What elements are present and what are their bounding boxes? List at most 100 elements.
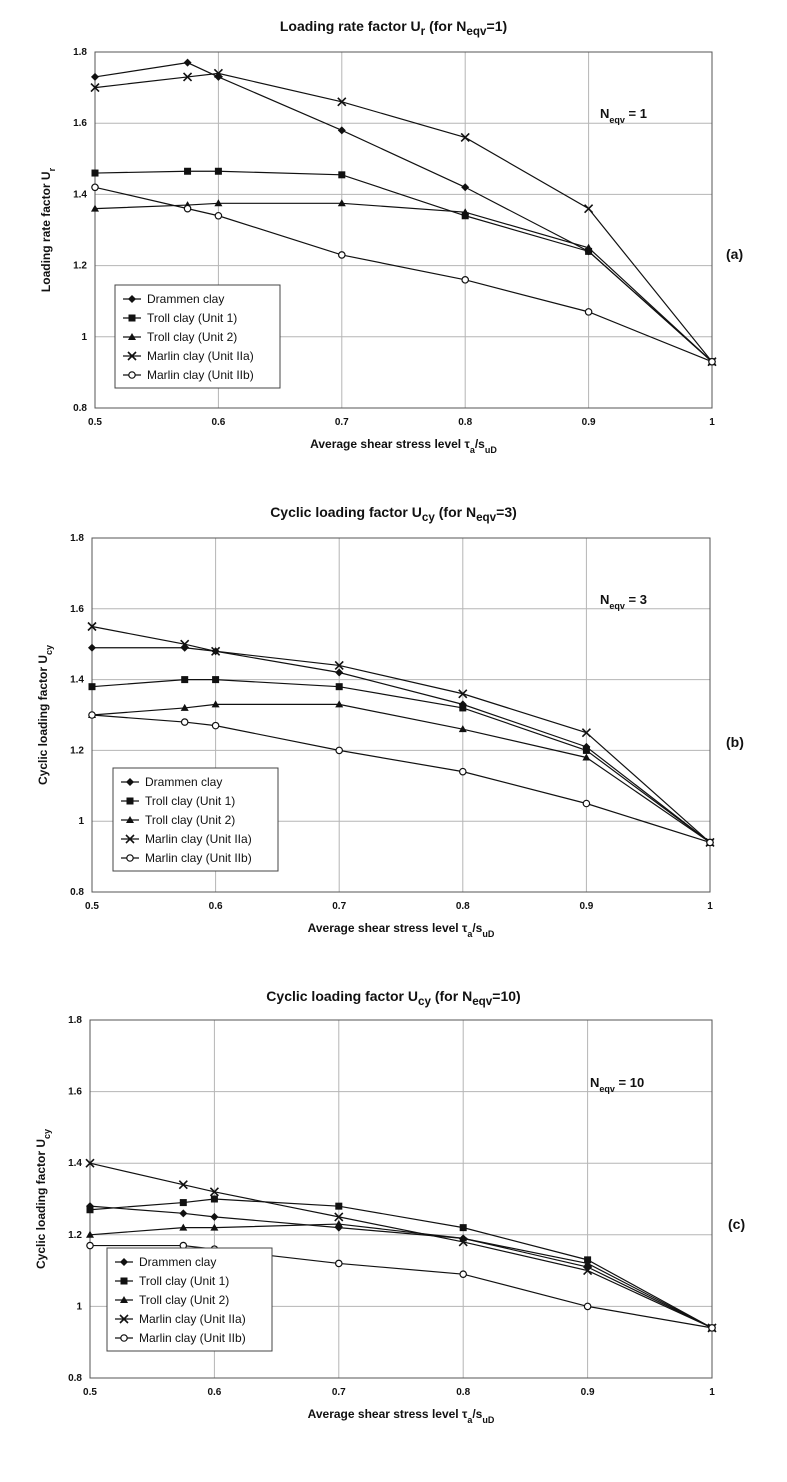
y-axis-label: Cyclic loading factor Ucy: [34, 1129, 52, 1269]
data-point: [179, 1199, 187, 1207]
title-subscript-2: eqv: [476, 510, 497, 524]
x-axis-label: Average shear stress level τa/suD: [310, 437, 497, 455]
legend-label: Troll clay (Unit 2): [147, 330, 237, 344]
data-point: [459, 704, 467, 712]
panel-label: (b): [726, 734, 744, 750]
y-tick-label: 0.8: [70, 887, 84, 898]
data-point: [459, 1224, 467, 1232]
data-point: [581, 728, 591, 738]
title-text: Cyclic loading factor U: [266, 988, 418, 1004]
data-point: [214, 167, 222, 175]
legend-label: Marlin clay (Unit IIa): [139, 1312, 246, 1326]
data-point: [461, 208, 470, 216]
data-point: [210, 1195, 218, 1203]
data-point: [210, 1212, 219, 1221]
neqv-annotation: Neqv = 10: [590, 1075, 644, 1094]
y-tick-label: 1.2: [73, 261, 87, 272]
legend-label: Troll clay (Unit 1): [139, 1274, 229, 1288]
data-point: [86, 1206, 94, 1214]
x-tick-label: 1: [709, 417, 715, 428]
y-tick-label: 1.6: [73, 118, 87, 129]
data-point: [583, 1259, 592, 1267]
data-point: [335, 1202, 343, 1210]
legend: Drammen clay Troll clay (Unit 1) Troll cla…: [114, 284, 281, 389]
x-axis-label: Average shear stress level τa/suD: [308, 1407, 495, 1425]
plot-frame: [94, 51, 713, 409]
data-point: [458, 767, 467, 776]
legend-box: [114, 284, 281, 389]
y-tick-label: 1.2: [70, 745, 84, 756]
data-point: [583, 1266, 593, 1276]
y-axis-label: Cyclic loading factor Ucy: [36, 645, 54, 785]
title-text-mid: (for N: [425, 18, 467, 34]
x-tick-label: 0.9: [582, 417, 596, 428]
data-point: [582, 753, 591, 761]
x-axis-label: Average shear stress level τa/suD: [308, 921, 495, 939]
data-point: [584, 308, 593, 316]
x-tick-label: 0.9: [581, 1387, 595, 1398]
plot-area: 0.5 0.6 0.7 0.8 0.9 1 0.8 1 1.2 1.4 1.6 1.8 Average …: [36, 533, 715, 939]
data-point: [212, 676, 220, 684]
legend-marker: [119, 1314, 129, 1324]
data-point: [179, 1223, 188, 1231]
legend-label: Marlin clay (Unit IIb): [147, 368, 254, 382]
title-text-mid: (for N: [430, 988, 473, 1004]
legend-marker: [126, 797, 134, 805]
neqv-annotation: Neqv = 3: [600, 592, 647, 611]
legend-label: Marlin clay (Unit IIb): [145, 851, 252, 865]
legend-label: Troll clay (Unit 2): [139, 1293, 229, 1307]
data-point: [183, 204, 192, 213]
data-point: [91, 169, 99, 177]
y-axis-label: Loading rate factor Ur: [39, 167, 57, 292]
data-point: [214, 211, 223, 220]
data-point: [334, 1212, 344, 1222]
plot-frame: [89, 1019, 713, 1379]
data-point: [183, 58, 192, 67]
legend-label: Marlin clay (Unit IIa): [147, 349, 254, 363]
x-tick-label: 0.9: [579, 901, 593, 912]
y-tick-label: 1: [76, 1301, 82, 1312]
data-point: [583, 1302, 592, 1311]
legend-marker: [120, 1296, 128, 1303]
data-point: [209, 1187, 219, 1197]
x-tick-label: 0.8: [458, 417, 472, 428]
legend-label: Drammen clay: [145, 775, 222, 789]
data-point: [88, 711, 96, 719]
data-point: [337, 97, 347, 107]
title-text-end: =10): [492, 988, 521, 1004]
data-point: [182, 72, 193, 82]
legend-label: Troll clay (Unit 1): [145, 794, 235, 808]
x-tick-label: 0.6: [211, 417, 225, 428]
data-point: [211, 721, 220, 730]
x-tick-label: 0.7: [332, 901, 346, 912]
title-subscript: cy: [421, 510, 435, 524]
data-point: [91, 183, 99, 192]
data-point: [582, 799, 591, 808]
plot-area: 0.5 0.6 0.7 0.8 0.9 1 0.8 1 1.2 1.4 1.6 1.8 Average …: [34, 1015, 717, 1425]
x-tick-label: 0.8: [456, 1387, 470, 1398]
x-tick-label: 0.6: [207, 1387, 221, 1398]
data-point: [85, 1158, 95, 1168]
data-point: [178, 1180, 188, 1190]
data-point: [180, 718, 189, 726]
data-point: [335, 668, 344, 677]
data-point: [211, 700, 220, 708]
plot-area: 0.5 0.6 0.7 0.8 0.9 1 0.8 1 1.2 1.4 1.6 1.8 Average …: [39, 47, 717, 455]
x-tick-label: 0.7: [332, 1387, 346, 1398]
data-point: [582, 746, 590, 754]
data-point: [335, 746, 344, 755]
chart-title: Cyclic loading factor Ucy (for Neqv=10): [0, 988, 787, 1008]
title-subscript: r: [420, 24, 426, 38]
legend-label: Troll clay (Unit 2): [145, 813, 235, 827]
chart-title: Cyclic loading factor Ucy (for Neqv=3): [0, 504, 787, 524]
data-point: [334, 1259, 343, 1268]
legend-marker: [128, 295, 136, 303]
data-point: [337, 199, 346, 207]
x-tick-label: 0.8: [456, 901, 470, 912]
data-point: [584, 243, 593, 251]
legend-box: [112, 767, 279, 872]
legend-marker: [125, 834, 135, 844]
data-point: [91, 204, 99, 212]
y-tick-label: 1.8: [73, 47, 87, 58]
